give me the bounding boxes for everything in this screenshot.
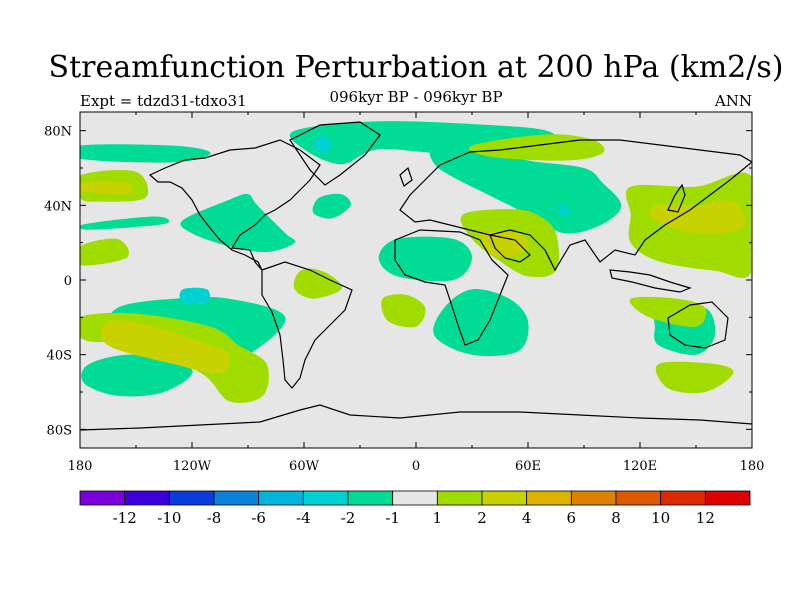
colorbar-swatch (526, 490, 572, 506)
colorbar-swatch (570, 490, 617, 506)
coastline-greenland (289, 121, 381, 186)
colorbar: -12 -10 -8 -6 -4 -2 -1 1 2 4 6 8 10 12 (79, 490, 751, 527)
colorbar-label: 6 (567, 509, 577, 527)
colorbar-swatch (436, 490, 483, 506)
colorbar-label: -1 (385, 509, 400, 527)
contour-region-level--1 (429, 147, 622, 234)
coastline-arabia (489, 234, 531, 263)
y-tick-label: 0 (64, 274, 72, 289)
contour-region-level--1 (180, 193, 296, 253)
coastline-australia (667, 301, 729, 349)
y-tick-label: 80N (44, 125, 72, 140)
contour-region-level-1 (629, 296, 707, 327)
contour-region-level-2 (80, 181, 133, 195)
colorbar-swatch (79, 490, 126, 506)
colorbar-swatch (392, 490, 438, 506)
coastline-africa (394, 229, 509, 346)
axis-ticks: 180 120W 60W 0 60E 120E 180 80N 40N 0 40S 80S (44, 112, 764, 474)
colorbar-label: 2 (477, 509, 487, 527)
colorbar-swatch (168, 490, 215, 506)
y-tick-label: 40S (47, 349, 72, 364)
x-tick-label: 60W (289, 459, 320, 474)
x-tick-label: 180 (740, 459, 765, 474)
coastline-north-america (148, 139, 321, 271)
coastline-layer (80, 121, 752, 431)
x-tick-label: 0 (412, 459, 420, 474)
colorbar-label: 10 (651, 509, 670, 527)
contour-region-level--1 (433, 289, 529, 357)
coastline-eurasia (399, 139, 752, 272)
colorbar-label: -12 (113, 509, 137, 527)
colorbar-swatch (704, 490, 751, 506)
contour-region-level--2 (179, 287, 210, 305)
y-tick-label: 40N (44, 199, 72, 214)
contour-region-level--2 (313, 134, 332, 154)
colorbar-label: -6 (251, 509, 266, 527)
colorbar-swatch (481, 490, 528, 506)
x-tick-label: 120W (173, 459, 212, 474)
colorbar-swatch (258, 490, 304, 506)
contour-region-level-1 (293, 268, 343, 299)
colorbar-label: -2 (341, 509, 356, 527)
coastline-south-america (261, 261, 353, 389)
colorbar-label: 8 (611, 509, 621, 527)
x-tick-label: 120E (623, 459, 657, 474)
contour-fill-layer (80, 121, 752, 403)
plot-background (80, 112, 752, 448)
period-label: 096kyr BP - 096kyr BP (329, 88, 503, 106)
contour-region-level-2 (100, 320, 230, 374)
colorbar-swatch (615, 490, 662, 506)
coastline-indonesia (609, 269, 692, 293)
colorbar-label: 1 (433, 509, 443, 527)
coastline-antarctica (80, 404, 752, 431)
season-label: ANN (714, 92, 752, 110)
colorbar-label: -8 (207, 509, 222, 527)
contour-region-level--2 (557, 204, 570, 216)
contour-region-level--1 (80, 216, 170, 230)
coastline-british-isles (399, 166, 413, 187)
contour-region-level-2 (649, 200, 745, 234)
y-tick-label: 80S (47, 423, 72, 438)
contour-region-level--1 (289, 121, 557, 165)
chart-title: Streamfunction Perturbation at 200 hPa (… (48, 50, 784, 85)
contour-region-level--1 (312, 193, 351, 219)
colorbar-swatch (347, 490, 394, 506)
contour-region-level-1 (80, 238, 129, 266)
x-tick-label: 180 (68, 459, 93, 474)
coastline-japan (667, 183, 686, 213)
contour-region-level-1 (381, 294, 426, 328)
colorbar-label: -10 (157, 509, 181, 527)
x-tick-label: 60E (515, 459, 541, 474)
colorbar-swatch (213, 490, 260, 506)
colorbar-swatch (302, 490, 349, 506)
colorbar-swatch (124, 490, 170, 506)
colorbar-label: 4 (522, 509, 532, 527)
contour-region-level--1 (80, 144, 211, 163)
colorbar-label: 12 (696, 509, 715, 527)
contour-region-level-1 (655, 361, 734, 394)
colorbar-label: -4 (296, 509, 311, 527)
colorbar-swatch (660, 490, 706, 506)
experiment-label: Expt = tdzd31-tdxo31 (80, 92, 247, 110)
contour-region-level--1 (81, 354, 193, 397)
